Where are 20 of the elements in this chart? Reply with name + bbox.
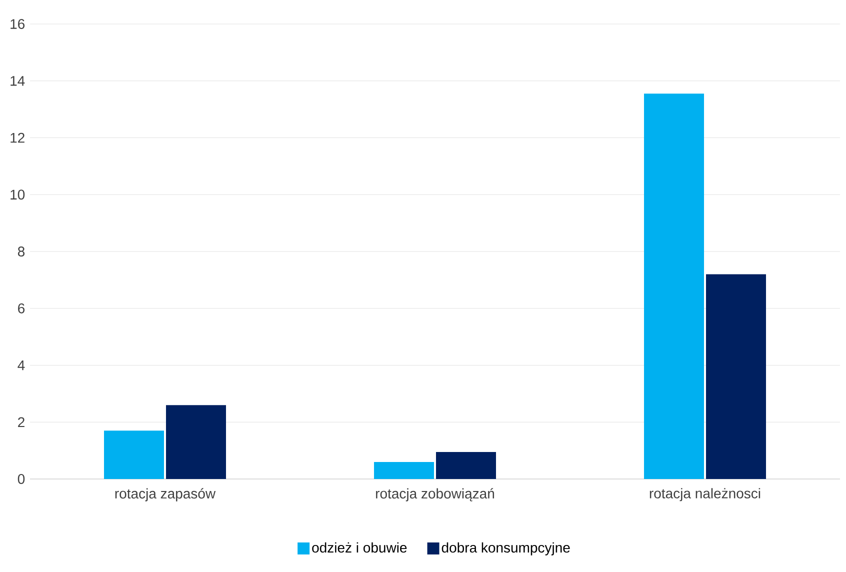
- bar: [644, 94, 704, 479]
- x-tick-label: rotacja zobowiązań: [376, 488, 494, 502]
- y-tick-label: 10: [10, 190, 25, 200]
- bar: [104, 430, 164, 479]
- y-tick-label: 2: [18, 417, 24, 428]
- y-tick-label: 4: [18, 360, 25, 370]
- bar: [706, 274, 766, 479]
- bar: [436, 452, 496, 479]
- legend-label: dobra konsumpcyjne: [442, 542, 570, 556]
- bar: [166, 405, 226, 479]
- y-tick-label: 0: [18, 474, 25, 484]
- legend-label: odzież i obuwie: [312, 542, 407, 553]
- y-tick-label: 14: [10, 76, 25, 86]
- bar: [374, 462, 434, 479]
- x-tick-label: rotacja zapasów: [115, 488, 216, 502]
- y-tick-label: 8: [18, 246, 25, 256]
- y-tick-label: 12: [10, 132, 24, 143]
- y-tick-label: 6: [18, 303, 25, 314]
- y-tick-label: 16: [10, 19, 25, 29]
- x-tick-label: rotacja należnosci: [650, 488, 760, 502]
